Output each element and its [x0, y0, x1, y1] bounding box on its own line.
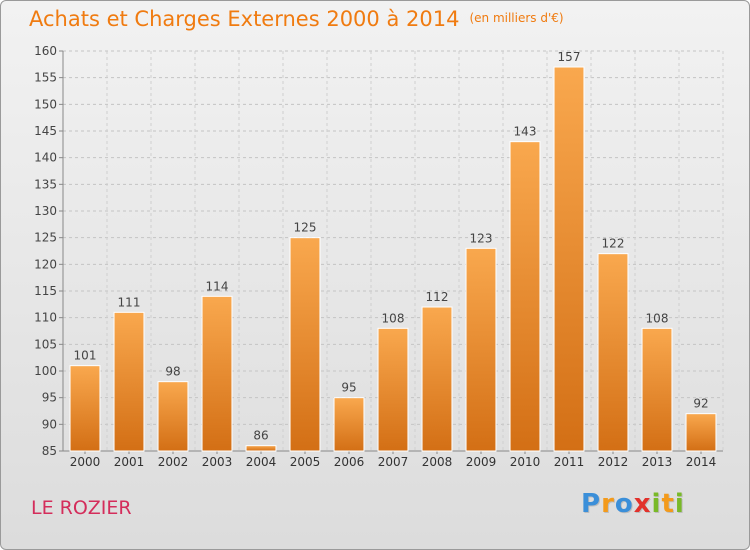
bar-2000: [69, 365, 101, 452]
bar-2014: [685, 413, 717, 452]
chart-unit: (en milliers d'€): [469, 11, 564, 25]
x-tick-label: 2011: [554, 455, 585, 469]
logo-letter: o: [614, 489, 634, 519]
data-label: 108: [646, 311, 669, 325]
bar-2008: [421, 306, 453, 452]
bar-2012: [597, 253, 629, 452]
x-tick-label: 2009: [466, 455, 497, 469]
bar-2007: [377, 327, 409, 452]
y-tick-label: 145: [34, 124, 57, 138]
x-tick-label: 2004: [246, 455, 277, 469]
y-tick-label: 155: [34, 71, 57, 85]
y-tick-label: 85: [42, 444, 57, 458]
logo-letter: r: [601, 489, 615, 519]
data-label: 112: [426, 290, 449, 304]
data-label: 108: [382, 311, 405, 325]
data-label: 157: [558, 50, 581, 64]
x-tick-label: 2012: [598, 455, 629, 469]
logo-letter: i: [674, 489, 685, 519]
labels: 101 2000 111 2001 98 2002 114 2003 86 2004 125 2005…: [70, 50, 717, 469]
data-label: 123: [470, 231, 493, 245]
data-label: 122: [602, 237, 625, 251]
bar-2004: [245, 445, 277, 452]
proxiti-logo[interactable]: Proxiti: [581, 489, 685, 519]
x-tick-label: 2005: [290, 455, 321, 469]
y-tick-label: 95: [42, 391, 57, 405]
x-tick-label: 2014: [686, 455, 717, 469]
y-tick-label: 105: [34, 337, 57, 351]
data-label: 111: [118, 295, 141, 309]
bar-2009: [465, 247, 497, 452]
bar-2010: [509, 141, 541, 452]
commune-name: LE ROZIER: [31, 497, 132, 519]
bar-2005: [289, 237, 321, 452]
y-tick-label: 130: [34, 204, 57, 218]
logo-letter: P: [581, 489, 602, 519]
bar-2001: [113, 311, 145, 452]
data-label: 86: [253, 429, 268, 443]
y-tick-label: 110: [34, 311, 57, 325]
x-tick-label: 2013: [642, 455, 673, 469]
y-tick-label: 150: [34, 97, 57, 111]
x-tick-label: 2008: [422, 455, 453, 469]
bar-2003: [201, 295, 233, 452]
y-tick-label: 135: [34, 177, 57, 191]
x-tick-label: 2000: [70, 455, 101, 469]
logo-letter: x: [633, 489, 652, 519]
data-label: 98: [165, 365, 180, 379]
data-label: 125: [294, 221, 317, 235]
x-tick-label: 2007: [378, 455, 409, 469]
data-label: 114: [206, 279, 229, 293]
y-tick-label: 140: [34, 151, 57, 165]
bars: [69, 66, 717, 452]
y-tick-label: 120: [34, 257, 57, 271]
y-tick-label: 125: [34, 231, 57, 245]
chart-title-text: Achats et Charges Externes 2000 à 2014: [29, 7, 460, 31]
data-label: 92: [693, 397, 708, 411]
x-tick-label: 2006: [334, 455, 365, 469]
y-tick-label: 160: [34, 44, 57, 58]
x-tick-label: 2003: [202, 455, 233, 469]
bar-2006: [333, 397, 365, 452]
chart-title: Achats et Charges Externes 2000 à 2014 (e…: [29, 7, 564, 31]
data-label: 95: [341, 381, 356, 395]
x-tick-label: 2001: [114, 455, 145, 469]
data-label: 143: [514, 125, 537, 139]
bar-2002: [157, 381, 189, 452]
data-label: 101: [74, 349, 97, 363]
x-tick-label: 2002: [158, 455, 189, 469]
x-tick-label: 2010: [510, 455, 541, 469]
bar-2011: [553, 66, 585, 452]
bar-2013: [641, 327, 673, 452]
y-tick-label: 100: [34, 364, 57, 378]
logo-letter: t: [661, 489, 675, 519]
y-tick-label: 90: [42, 417, 57, 431]
logo-letter: i: [651, 489, 662, 519]
y-tick-label: 115: [34, 284, 57, 298]
